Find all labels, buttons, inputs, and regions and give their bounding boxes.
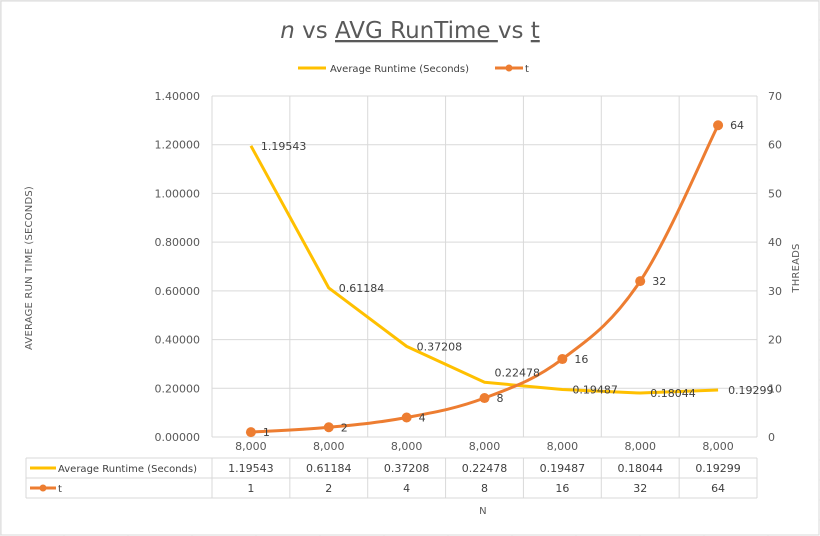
- data-label-t: 64: [730, 119, 744, 132]
- title-vs-2: vs: [498, 18, 531, 44]
- table-cell-t: 64: [711, 482, 725, 495]
- left-tick-label: 0.80000: [155, 236, 201, 249]
- legend-t-label: t: [525, 64, 529, 75]
- series-point-t: [479, 393, 490, 404]
- left-tick-label: 0.20000: [155, 382, 201, 395]
- data-label-avg-runtime: 0.22478: [495, 366, 541, 379]
- x-tick-label: 8,000: [702, 440, 734, 453]
- table-cell-avg-runtime: 1.19543: [228, 462, 274, 475]
- x-axis-ticks: 8,000 8,000 8,000 8,000 8,000 8,000 8,000: [235, 440, 734, 453]
- data-label-avg-runtime: 0.19299: [728, 384, 774, 397]
- right-axis-title: THREADS: [791, 243, 802, 293]
- series-point-t: [635, 276, 646, 287]
- table-cell-t: 2: [325, 482, 332, 495]
- title-t: t: [531, 18, 540, 44]
- table-cell-avg-runtime: 0.19487: [540, 462, 586, 475]
- right-tick-label: 20: [768, 334, 782, 347]
- right-tick-label: 40: [768, 236, 782, 249]
- left-axis-ticks: 0.00000 0.20000 0.40000 0.60000 0.80000 1.000…: [155, 90, 201, 444]
- data-label-avg-runtime: 0.37208: [417, 340, 463, 353]
- chart-title: n vs AVG RunTime vs t: [280, 18, 540, 44]
- left-tick-label: 1.20000: [155, 139, 201, 152]
- legend: Average Runtime (Seconds) t: [298, 64, 529, 75]
- title-n: n: [280, 18, 295, 44]
- series-point-t: [323, 422, 334, 433]
- series-point-t: [557, 354, 568, 365]
- left-tick-label: 0.00000: [155, 431, 201, 444]
- right-axis-ticks: 0 10 20 30 40 50 60 70: [768, 90, 782, 444]
- legend-avg-runtime-label: Average Runtime (Seconds): [330, 64, 469, 75]
- right-tick-label: 50: [768, 187, 782, 200]
- data-label-t: 16: [574, 353, 588, 366]
- series-layer: 1.19543 0.61184 0.37208 0.22478 0.19487 0.180…: [245, 119, 774, 439]
- data-label-t: 8: [497, 392, 504, 405]
- table-cell-avg-runtime: 0.18044: [617, 462, 663, 475]
- x-tick-label: 8,000: [547, 440, 579, 453]
- data-label-t: 2: [341, 421, 348, 434]
- data-label-avg-runtime: 1.19543: [261, 140, 307, 153]
- x-tick-label: 8,000: [391, 440, 423, 453]
- left-tick-label: 0.60000: [155, 285, 201, 298]
- x-tick-label: 8,000: [235, 440, 267, 453]
- data-table: Average Runtime (Seconds) t 1.19543 0.61184…: [25, 457, 758, 499]
- table-cell-avg-runtime: 0.19299: [695, 462, 741, 475]
- title-avg-runtime: AVG RunTime: [335, 18, 498, 44]
- left-tick-label: 1.00000: [155, 187, 201, 200]
- table-cell-avg-runtime: 0.22478: [462, 462, 508, 475]
- right-tick-label: 10: [768, 382, 782, 395]
- x-tick-label: 8,000: [624, 440, 656, 453]
- title-vs-1: vs: [295, 18, 335, 44]
- data-label-t: 32: [652, 275, 666, 288]
- data-label-avg-runtime: 0.61184: [339, 282, 385, 295]
- series-point-t: [401, 412, 412, 423]
- left-tick-label: 0.40000: [155, 334, 201, 347]
- gridlines: [211, 95, 758, 438]
- right-tick-label: 0: [768, 431, 775, 444]
- left-tick-label: 1.40000: [155, 90, 201, 103]
- x-tick-label: 8,000: [313, 440, 345, 453]
- series-line-avg-runtime: [249, 145, 719, 395]
- legend-t-marker: [505, 64, 513, 72]
- data-label-avg-runtime: 0.18044: [650, 387, 696, 400]
- table-header-t: t: [58, 484, 62, 495]
- right-tick-label: 70: [768, 90, 782, 103]
- table-cell-avg-runtime: 0.61184: [306, 462, 352, 475]
- right-tick-label: 60: [768, 139, 782, 152]
- x-axis-title: N: [479, 506, 487, 517]
- x-tick-label: 8,000: [469, 440, 501, 453]
- series-point-t: [713, 120, 724, 131]
- series-point-t: [245, 427, 256, 438]
- table-cell-avg-runtime: 0.37208: [384, 462, 430, 475]
- data-label-t: 1: [263, 426, 270, 439]
- table-cell-t: 8: [481, 482, 488, 495]
- table-header-avg-runtime: Average Runtime (Seconds): [58, 464, 197, 475]
- left-axis-title: AVERAGE RUN TIME (SECONDS): [24, 186, 35, 350]
- table-cell-t: 1: [247, 482, 254, 495]
- data-label-t: 4: [419, 412, 426, 425]
- table-key-t-marker: [39, 484, 47, 492]
- table-cell-t: 4: [403, 482, 410, 495]
- table-cell-t: 16: [555, 482, 569, 495]
- right-tick-label: 30: [768, 285, 782, 298]
- data-label-avg-runtime: 0.19487: [572, 384, 618, 397]
- table-cell-t: 32: [633, 482, 647, 495]
